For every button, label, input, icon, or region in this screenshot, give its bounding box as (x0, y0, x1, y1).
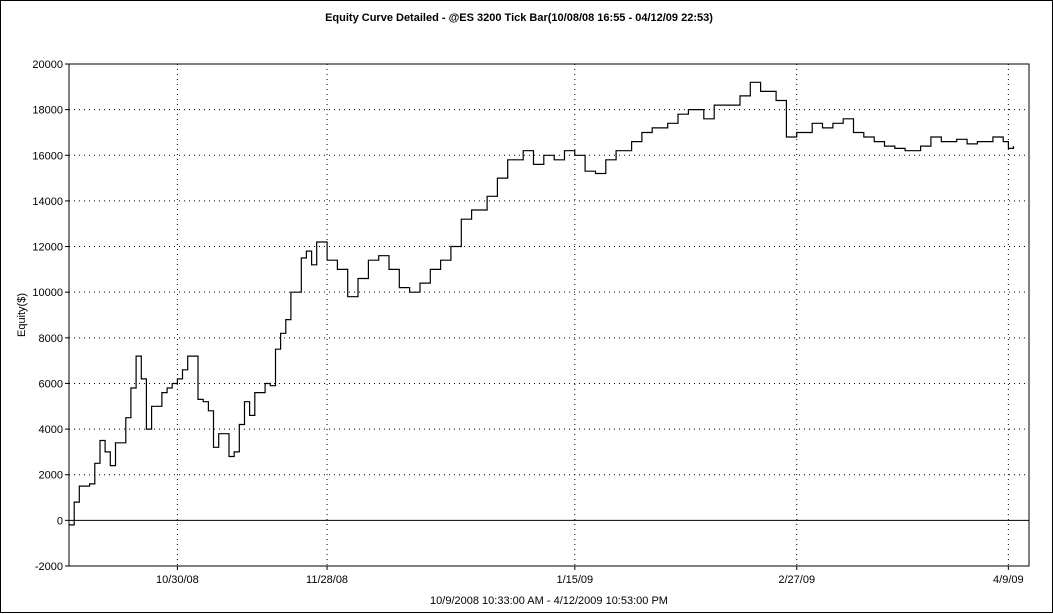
x-tick-label: 10/30/08 (156, 574, 199, 586)
y-tick-label: 6000 (39, 378, 63, 390)
y-tick-label: 2000 (39, 470, 63, 482)
y-tick-label: 12000 (32, 242, 63, 254)
series-layer (69, 81, 1015, 526)
y-tick-label: 4000 (39, 424, 63, 436)
y-tick-label: 20000 (32, 59, 63, 71)
y-tick-label: 0 (57, 515, 63, 527)
y-tick-label: 18000 (32, 105, 63, 117)
y-tick-label: -2000 (35, 561, 63, 573)
x-tick-label: 4/9/09 (993, 574, 1024, 586)
chart-title: Equity Curve Detailed - @ES 3200 Tick Ba… (325, 12, 713, 24)
plot-area (68, 63, 1030, 567)
y-axis-title: Equity($) (16, 293, 28, 337)
y-tick-label: 16000 (32, 150, 63, 162)
x-axis-title: 10/9/2008 10:33:00 AM - 4/12/2009 10:53:… (430, 595, 668, 607)
x-tick-label: 11/28/08 (306, 574, 348, 586)
axis-ticks: -2000 0 2000 4000 6000 8000 10000 12000 14000 160… (32, 59, 1023, 586)
y-tick-label: 10000 (32, 287, 63, 299)
equity-series-line (69, 81, 1015, 526)
x-tick-label: 1/15/09 (556, 574, 593, 586)
x-tick-label: 2/27/09 (778, 574, 815, 586)
y-tick-label: 8000 (39, 333, 63, 345)
y-tick-label: 14000 (32, 196, 63, 208)
